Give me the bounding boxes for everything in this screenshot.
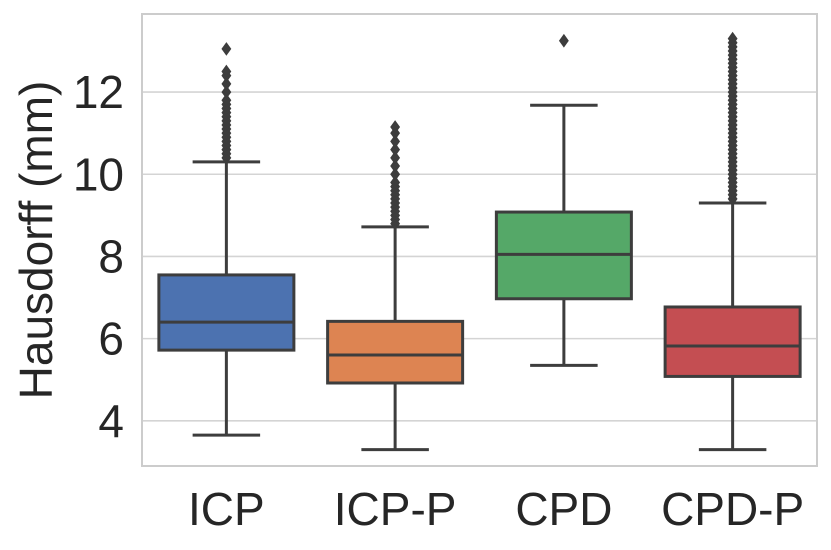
outlier-point [221,42,232,56]
outlier-point [221,76,232,91]
box-cpd-p [663,31,802,452]
outlier-point [558,33,569,48]
box-icp [157,42,296,437]
boxes-layer [157,31,802,452]
outlier-point [390,167,401,182]
box-cpd [494,33,633,367]
box-body [663,305,802,378]
y-tick-label: 10 [73,148,124,200]
outlier-point [390,142,401,157]
y-tick-label: 8 [98,230,124,282]
y-tick-label: 4 [98,395,124,447]
y-tick-label: 12 [73,66,124,118]
x-tick-label: ICP [188,483,265,535]
x-tick-label: CPD-P [661,483,804,535]
box-icp-p [326,120,465,452]
outlier-point [390,120,401,134]
plot-border [141,13,818,467]
outlier-point [390,150,401,165]
y-tick-label: 6 [98,313,124,365]
outlier-point [221,93,232,108]
outlier-point [390,134,401,149]
box-body [157,273,296,352]
outlier-point [727,31,738,46]
box-body [326,319,465,385]
y-tick-labels: 4 6 8 10 12 [73,66,124,447]
x-tick-label: ICP-P [334,483,457,535]
outlier-point [390,175,401,190]
plot-frame [141,13,818,467]
x-tick-label: CPD [515,483,612,535]
x-tick-labels: ICP ICP-P CPD CPD-P [188,483,804,535]
outlier-point [221,85,232,99]
outlier-point [390,159,401,173]
y-axis-label: Hausdorff (mm) [10,81,62,400]
outlier-point [221,64,232,79]
